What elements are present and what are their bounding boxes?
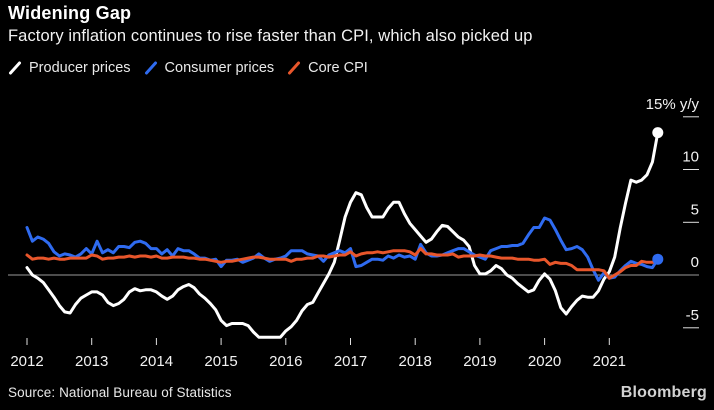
- y-axis-label: 0: [691, 254, 699, 271]
- series-line-core-cpi: [25, 247, 660, 280]
- y-axis-label: -5: [686, 307, 699, 324]
- chart-subtitle: Factory inflation continues to rise fast…: [8, 27, 533, 45]
- x-axis-label: 2016: [269, 353, 302, 370]
- x-axis-label: 2021: [593, 353, 626, 370]
- legend-label-producer: Producer prices: [29, 60, 131, 76]
- y-axis-label: 15% y/y: [646, 96, 700, 113]
- x-axis-label: 2017: [334, 353, 367, 370]
- x-axis-label: 2015: [204, 353, 237, 370]
- end-marker-consumer-prices: [652, 253, 664, 265]
- series-line-producer-prices: [25, 131, 660, 339]
- end-marker-producer-prices: [652, 127, 664, 139]
- x-axis-label: 2014: [140, 353, 173, 370]
- legend-item-producer-prices: Producer prices: [8, 60, 131, 76]
- legend-label-core-cpi: Core CPI: [308, 60, 368, 76]
- y-axis-label: 5: [691, 201, 699, 218]
- x-axis-label: 2012: [10, 353, 43, 370]
- legend: Producer prices Consumer prices Core CPI: [8, 60, 368, 76]
- consumer-line-swatch-icon: [144, 61, 157, 75]
- x-axis-label: 2020: [528, 353, 561, 370]
- x-axis-label: 2019: [463, 353, 496, 370]
- chart-title: Widening Gap: [8, 3, 132, 23]
- bloomberg-logo: Bloomberg: [620, 384, 707, 401]
- y-axis-label: 10: [682, 149, 699, 166]
- legend-label-consumer: Consumer prices: [164, 60, 275, 76]
- series-line-consumer-prices: [25, 216, 660, 282]
- legend-item-consumer-prices: Consumer prices: [144, 60, 275, 76]
- legend-item-core-cpi: Core CPI: [287, 60, 368, 76]
- source-note: Source: National Bureau of Statistics: [8, 385, 232, 400]
- x-axis-label: 2013: [75, 353, 108, 370]
- producer-line-swatch-icon: [9, 61, 21, 75]
- core-cpi-line-swatch-icon: [288, 61, 301, 75]
- x-axis-label: 2018: [399, 353, 432, 370]
